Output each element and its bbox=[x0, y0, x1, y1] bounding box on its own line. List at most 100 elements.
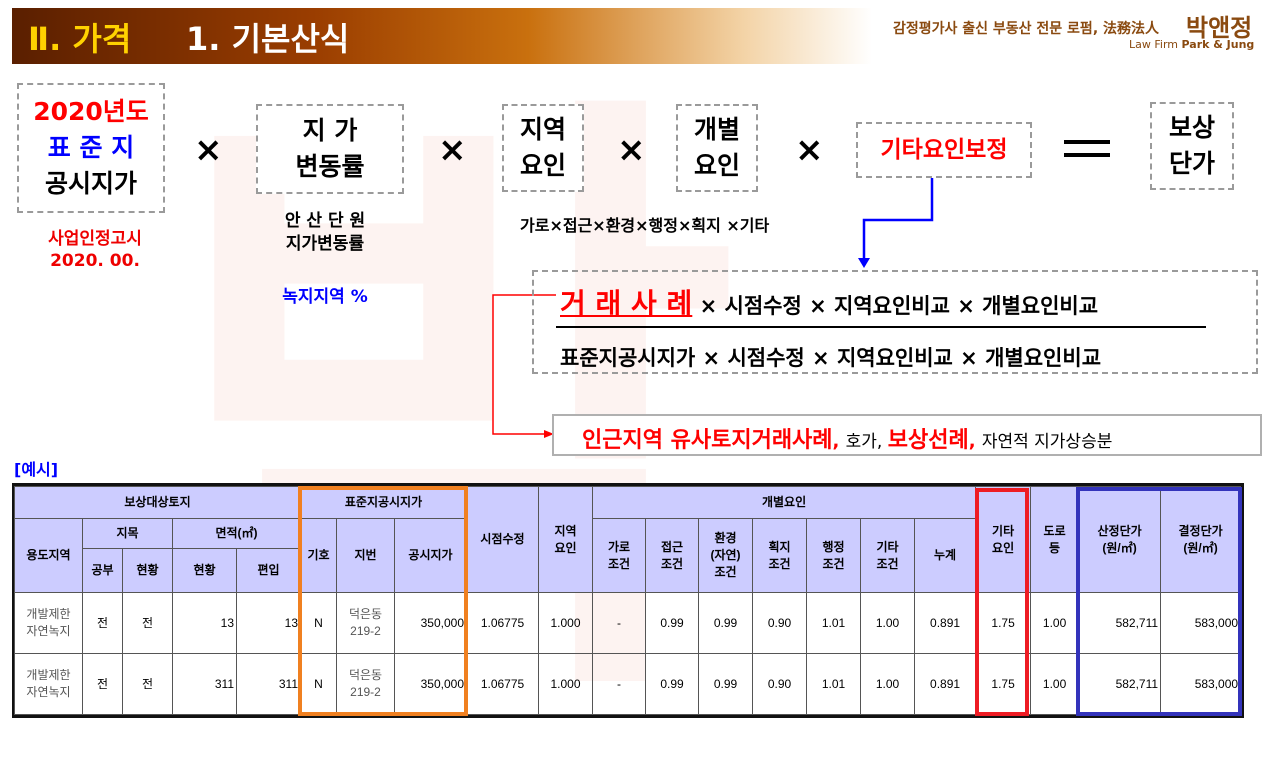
cell-etc: 1.00 bbox=[860, 653, 916, 715]
other-factor-highlight bbox=[975, 488, 1029, 716]
natural-rise: 자연적 지가상승분 bbox=[981, 432, 1113, 452]
notice-note-1: 사업인정고시 bbox=[48, 229, 142, 249]
cell-region: 1.000 bbox=[538, 592, 594, 654]
cell-region: 1.000 bbox=[538, 653, 594, 715]
change-line1: 지 가 bbox=[302, 116, 358, 145]
equals-icon bbox=[1064, 153, 1110, 157]
numerator: 거 래 사 례 × 시점수정 × 지역요인비교 × 개별요인비교 bbox=[560, 282, 1098, 322]
denominator: 표준지공시지가 × 시점수정 × 지역요인비교 × 개별요인비교 bbox=[560, 346, 1102, 370]
header-area-incl: 편입 bbox=[236, 548, 301, 593]
cell-price: 350,000 bbox=[393, 592, 468, 654]
header-price: 공시지가 bbox=[393, 518, 468, 593]
header-street: 가로 조건 bbox=[592, 518, 647, 593]
cell-access: 0.99 bbox=[645, 653, 700, 715]
red-arrowhead-icon bbox=[544, 430, 554, 438]
header-zone: 용도지역 bbox=[14, 518, 83, 593]
header-etc: 기타 조건 bbox=[860, 518, 916, 593]
page-title: 1. 기본산식 bbox=[186, 20, 350, 58]
header-time-adjust: 시점수정 bbox=[466, 486, 540, 593]
header-target-land: 보상대상토지 bbox=[14, 486, 301, 519]
sep: , bbox=[832, 431, 846, 452]
standard-price-highlight bbox=[298, 486, 468, 716]
result-line2: 단가 bbox=[1168, 149, 1215, 178]
cell-official: 전 bbox=[82, 592, 123, 654]
cell-other: 1.75 bbox=[975, 653, 1032, 715]
transaction-comparison-formula bbox=[532, 270, 1258, 374]
cell-etc: 1.00 bbox=[860, 592, 916, 654]
regional-line2: 요인 bbox=[519, 151, 566, 180]
header-individual: 개별요인 bbox=[592, 486, 977, 519]
header-official: 공부 bbox=[82, 548, 123, 593]
cell-actual: 전 bbox=[122, 592, 173, 654]
header-jimok: 지목 bbox=[82, 518, 173, 549]
cell-env: 0.99 bbox=[698, 592, 754, 654]
asking-price: 호가, bbox=[845, 432, 888, 452]
notice-note: 사업인정고시 2020. 00. bbox=[20, 228, 170, 272]
multiply-icon: × bbox=[617, 130, 646, 170]
cell-admin: 1.01 bbox=[806, 653, 862, 715]
header-region: 지역 요인 bbox=[538, 486, 594, 593]
cell-lot: 덕은동 219-2 bbox=[336, 592, 395, 654]
compensation-precedent: 보상선례 bbox=[887, 428, 969, 453]
firm-slogan: 감정평가사 출신 부동산 전문 로펌, 法務法人 bbox=[893, 21, 1160, 37]
table-frame bbox=[12, 483, 1244, 718]
individual-factor-box: 개별 요인 bbox=[676, 104, 758, 192]
header-final-price: 결정단가 (원/㎡) bbox=[1160, 486, 1242, 593]
cell-street: - bbox=[592, 592, 647, 654]
red-arrow-icon bbox=[492, 294, 556, 435]
connector-arrows bbox=[492, 178, 934, 438]
header-other: 기타 요인 bbox=[975, 486, 1032, 593]
table-row: 개발제한 자연녹지 전 전 311 311 N 덕은동 219-2 350,000 1.0677… bbox=[14, 653, 1242, 715]
cell-official: 전 bbox=[82, 653, 123, 715]
cell-admin: 1.01 bbox=[806, 592, 862, 654]
multiply-icon: × bbox=[438, 130, 467, 170]
header-area-actual: 현황 bbox=[172, 548, 237, 593]
cell-time: 1.06775 bbox=[466, 592, 540, 654]
standard-price-box: 2020년도 표 준 지 공시지가 bbox=[17, 83, 165, 213]
regional-line1: 지역 bbox=[519, 115, 566, 144]
header-calc-price: 산정단가 (원/㎡) bbox=[1078, 486, 1162, 593]
similar-cases-box: 인근지역 유사토지거래사례, 호가, 보상선례, 자연적 지가상승분 bbox=[552, 414, 1262, 456]
header-symbol: 기호 bbox=[300, 518, 337, 593]
section-number: Ⅱ. 가격 bbox=[28, 20, 132, 58]
cell-actual: 전 bbox=[122, 653, 173, 715]
individual-line2: 요인 bbox=[693, 151, 740, 180]
land-price-change-box: 지 가 변동률 bbox=[256, 104, 404, 194]
header-area: 면적(㎡) bbox=[172, 518, 301, 549]
multiply-icon: × bbox=[194, 130, 223, 170]
factor-note: 가로×접근×환경×행정×획지 ×기타 bbox=[520, 216, 770, 235]
other-factor-box: 기타요인보정 bbox=[856, 122, 1032, 178]
equals-icon bbox=[1064, 140, 1110, 144]
change-note: 안 산 단 원 지가변동률 bbox=[250, 210, 400, 256]
firm-english-name: Law Firm Park & Jung bbox=[1129, 38, 1254, 51]
numerator-rest: × 시점수정 × 지역요인비교 × 개별요인비교 bbox=[692, 294, 1099, 318]
cell-cumul: 0.891 bbox=[914, 592, 977, 654]
cell-price: 350,000 bbox=[393, 653, 468, 715]
header-actual: 현황 bbox=[122, 548, 173, 593]
cell-street: - bbox=[592, 653, 647, 715]
cell-time: 1.06775 bbox=[466, 653, 540, 715]
firm-en-prefix: Law Firm bbox=[1129, 38, 1178, 51]
change-note-1: 안 산 단 원 bbox=[284, 211, 366, 231]
cell-lot: 덕은동 219-2 bbox=[336, 653, 395, 715]
regional-factor-box: 지역 요인 bbox=[502, 104, 584, 192]
cell-area-actual: 13 bbox=[172, 592, 237, 654]
cell-area-incl: 311 bbox=[236, 653, 301, 715]
cell-cumul: 0.891 bbox=[914, 653, 977, 715]
header-admin: 행정 조건 bbox=[806, 518, 862, 593]
header-road: 도로 등 bbox=[1030, 486, 1080, 593]
title-banner bbox=[12, 8, 872, 64]
firm-logo-name: 박앤정 bbox=[1186, 14, 1253, 42]
table-row: 개발제한 자연녹지 전 전 13 13 N 덕은동 219-2 350,000 1.06775 1… bbox=[14, 592, 1242, 654]
example-table: 보상대상토지 표준지공시지가 시점수정 지역 요인 개별요인 기타 요인 도로 … bbox=[14, 486, 1242, 715]
change-note-2: 지가변동률 bbox=[285, 234, 365, 254]
notice-note-2: 2020. 00. bbox=[50, 251, 140, 271]
cell-access: 0.99 bbox=[645, 592, 700, 654]
cell-area-incl: 13 bbox=[236, 592, 301, 654]
result-line1: 보상 bbox=[1168, 113, 1215, 142]
cell-zone: 개발제한 자연녹지 bbox=[14, 592, 83, 654]
cell-final: 583,000 bbox=[1160, 592, 1242, 654]
official-price-label: 공시지가 bbox=[44, 169, 137, 198]
header-access: 접근 조건 bbox=[645, 518, 700, 593]
firm-en-name: Park & Jung bbox=[1181, 38, 1255, 51]
